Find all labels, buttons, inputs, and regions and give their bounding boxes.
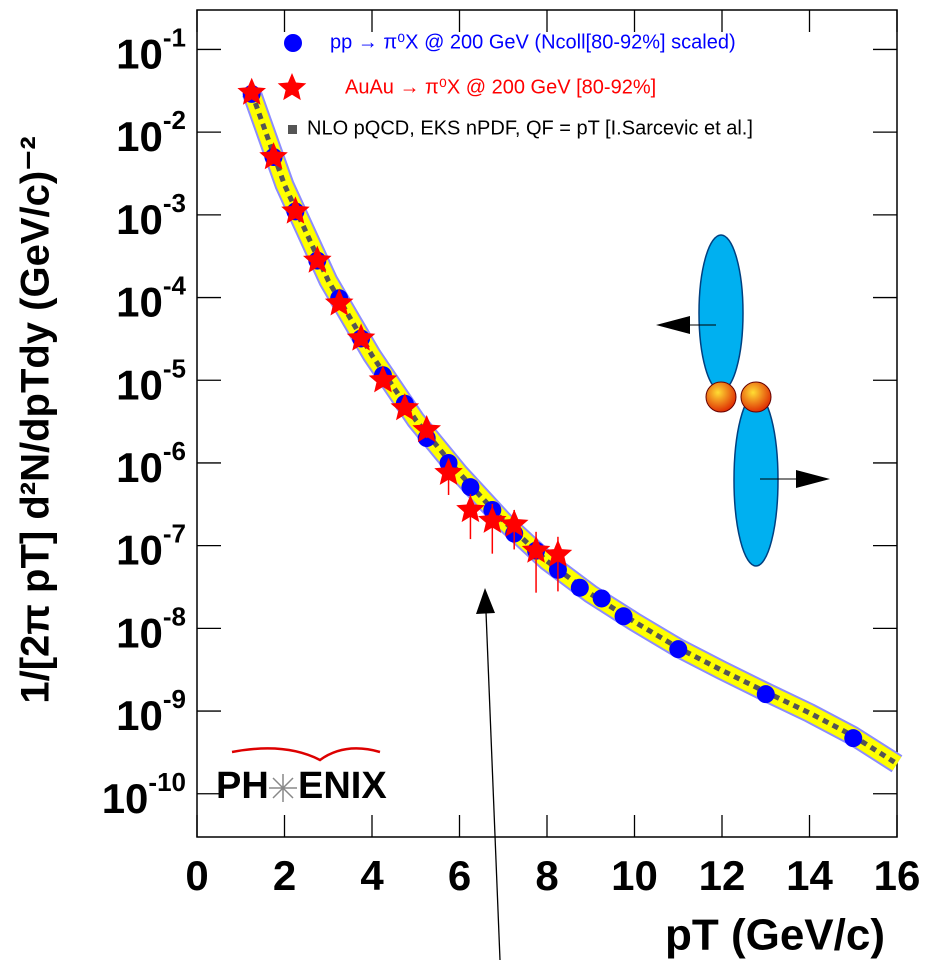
nucleus [733,393,779,567]
data-point [521,535,551,563]
theory-curve [249,91,899,766]
legend-marker [284,34,302,52]
logo-arc [231,747,381,762]
data-point [499,509,529,537]
participant [705,381,737,413]
x-tick-label: 6 [448,852,471,899]
x-axis-label: pT (GeV/c) [665,911,885,960]
data-point [412,415,441,443]
data-point [368,365,398,393]
pointer-arrow [485,611,501,961]
data-point [281,196,310,224]
legend-marker [277,73,307,101]
x-tick-label: 12 [699,852,746,899]
logo-text: ENIX [298,765,387,807]
data-point [669,640,688,659]
data-point [592,589,611,608]
x-tick-label: 2 [273,852,296,899]
data-point [461,478,480,497]
y-tick-label: 10-4 [116,270,186,325]
y-tick-label: 10-6 [116,436,186,491]
y-tick-label: 10-2 [116,105,186,160]
data-point [434,457,463,485]
x-tick-label: 0 [185,852,208,899]
legend-label: pp → π⁰X @ 200 GeV (Ncoll[80-92%] scaled… [330,31,736,53]
arrow-head [476,588,495,614]
y-tick-label: 10-1 [116,22,186,77]
x-tick-label: 8 [535,852,558,899]
legend-label: AuAu → π⁰X @ 200 GeV [80-92%] [345,76,656,98]
data-point [324,288,354,316]
data-point [456,495,485,523]
logo-star [269,774,297,802]
y-axis-label: 1/[2π pT] d²N/dpTdy (GeV/c)⁻² [14,136,58,703]
y-tick-label: 10-3 [116,188,186,243]
plot-area: 0 2 4 6 8 10 12 14 16 10-10 10-9 10-8 10-7 10-6 10-5 10… [102,9,921,899]
participant [740,381,772,413]
data-point [756,685,775,704]
data-point [346,323,376,351]
collision-diagram [476,234,830,961]
data-point [478,505,507,533]
arrow-head [656,316,690,334]
x-tick-label: 16 [874,852,921,899]
y-tick-label: 10-7 [116,519,186,574]
data-point [259,142,288,170]
arrow-head [796,470,830,488]
y-tick-label: 10-8 [116,601,186,656]
data-point [614,607,633,626]
y-tick-label: 10-9 [116,684,186,739]
y-tick-label: 10-5 [116,353,186,408]
legend-marker [288,125,297,134]
data-point [570,578,589,597]
x-tick-label: 14 [786,852,833,899]
x-tick-label: 4 [360,852,384,899]
logo-text: PH [216,765,269,807]
data-point [390,393,420,421]
x-tick-label: 10 [611,852,658,899]
logo: PH ENIX [216,747,387,807]
legend-label: NLO pQCD, EKS nPDF, QF = pT [I.Sarcevic … [307,117,753,139]
data-point [303,245,332,273]
data-point [237,77,266,105]
y-tick-label: 10-10 [102,767,186,822]
data-point [543,539,573,567]
nucleus [698,234,744,392]
data-point [844,729,863,748]
